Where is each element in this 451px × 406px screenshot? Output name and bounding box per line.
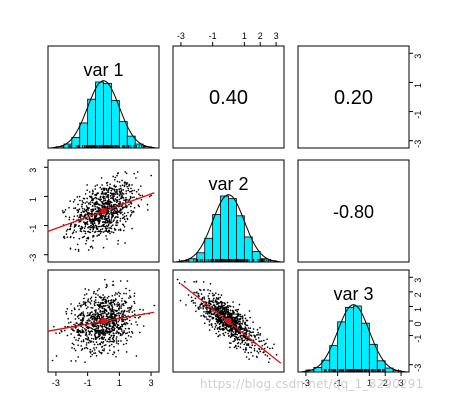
right-axis-row1-label-2: -1: [413, 111, 423, 119]
histogram-bar-var1-8: [118, 121, 128, 149]
panel-frame-r1-c2: [172, 45, 285, 149]
bottom-axis-col3-label-3: 2: [383, 378, 388, 388]
right-axis-row3-label-0: 3: [413, 278, 423, 283]
center-point-r2-c1: [100, 207, 107, 215]
right-axis-row3-label-5: -3: [413, 364, 423, 372]
histogram-bar-var3-6: [353, 305, 362, 373]
fit-line-r3-c2: [180, 283, 282, 364]
histogram-bar-var3-10: [384, 367, 394, 373]
top-axis-col2-label-2: 1: [242, 31, 247, 41]
correlation-label-r1-c2: 0.40: [209, 87, 248, 109]
panel-frame-r2-c3: [297, 159, 410, 263]
histogram-bar-var2-7: [236, 215, 245, 263]
correlation-label-r1-c3: 0.20: [334, 87, 373, 109]
bottom-axis-col1-label-3: 3: [149, 378, 154, 388]
histogram-bar-var2-3: [204, 237, 214, 263]
left-axis-row2-label-3: -3: [28, 254, 38, 262]
bottom-axis-col3-label-2: 1: [367, 378, 372, 388]
top-axis-col2-label-0: -3: [177, 31, 185, 41]
center-point-r3-c1: [100, 317, 107, 325]
correlation-label-r2-c3: -0.80: [333, 202, 374, 222]
left-axis-row2-label-2: -1: [28, 225, 38, 233]
histogram-bar-var1-5: [95, 81, 104, 149]
variable-label-var2: var 2: [208, 174, 248, 194]
right-axis-row3-label-1: 2: [413, 292, 423, 297]
histogram-bar-var3-7: [361, 322, 370, 373]
right-axis-row3-label-2: 1: [413, 307, 423, 312]
variable-label-var1: var 1: [83, 60, 123, 80]
histogram-bar-var1-6: [103, 82, 112, 149]
panel-frame-r3-c2: [172, 269, 285, 373]
histogram-bar-var2-1: [188, 258, 198, 263]
density-curve-var1: [51, 80, 156, 149]
histogram-bar-var2-9: [251, 251, 261, 263]
scatter-points-r2-c1: [61, 171, 152, 252]
panel-frame-r3-c1: [47, 269, 160, 373]
bottom-axis-col1-label-0: -3: [52, 378, 60, 388]
right-axis-row1-label-0: 3: [413, 54, 423, 59]
panel-frame-r1-c3: [297, 45, 410, 149]
top-axis-col2-label-3: 2: [258, 31, 263, 41]
top-axis-col2-label-4: 3: [274, 31, 279, 41]
histogram-bar-var2-4: [212, 214, 221, 263]
histogram-bar-var2-5: [220, 195, 229, 263]
histogram-bar-var1-7: [111, 100, 120, 149]
histogram-bar-var2-6: [228, 198, 237, 263]
bottom-axis-col1-label-2: 1: [117, 378, 122, 388]
density-curve-var2: [176, 194, 281, 263]
histogram-bar-var1-4: [87, 98, 96, 149]
bottom-axis-col1-label-1: -1: [84, 378, 92, 388]
histogram-bar-var1-3: [79, 122, 89, 149]
panel-frame-r2-c1: [47, 159, 160, 263]
right-axis-row1-label-1: 1: [413, 83, 423, 88]
histogram-bar-var2-8: [243, 236, 253, 263]
bottom-axis-col3-label-0: -3: [302, 378, 310, 388]
histogram-bar-var3-5: [345, 306, 354, 373]
left-axis-row2-label-1: 1: [28, 197, 38, 202]
top-axis-col2-label-1: -1: [209, 31, 217, 41]
watermark-text: https://blog.csdn.net/qq_1_8290291: [200, 377, 424, 391]
right-axis-row3-label-4: -1: [413, 335, 423, 343]
center-point-r3-c2: [225, 317, 232, 325]
histogram-bar-var3-9: [376, 360, 386, 373]
bottom-axis-col3-label-1: -1: [334, 378, 342, 388]
bottom-axis-col3-label-4: 3: [399, 378, 404, 388]
right-axis-row1-label-3: -3: [413, 140, 423, 148]
rug-var3: [308, 369, 399, 372]
density-curve-var3: [301, 304, 406, 373]
rug-var2: [178, 259, 271, 262]
right-axis-row3-label-3: 0: [413, 321, 423, 326]
rug-var1: [68, 145, 145, 148]
variable-label-var3: var 3: [333, 284, 373, 304]
histogram-bar-var3-3: [329, 345, 339, 373]
left-axis-row2-label-0: 3: [28, 168, 38, 173]
